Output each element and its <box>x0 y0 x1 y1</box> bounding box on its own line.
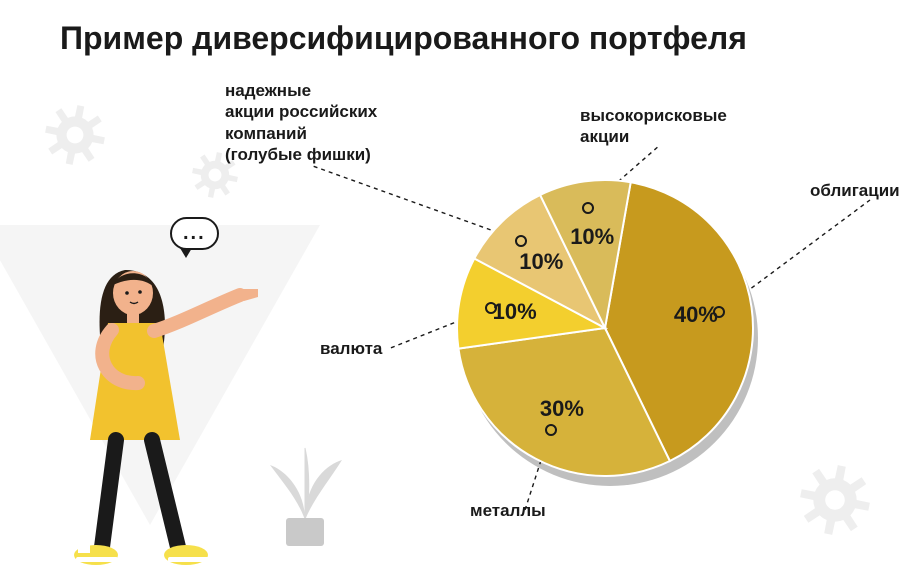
slice-pct-bonds: 40% <box>674 302 718 328</box>
slice-pct-bluechips: 10% <box>519 249 563 275</box>
slice-marker-bluechips <box>515 235 527 247</box>
slice-ext-label-bluechips: надежныеакции российскихкомпаний(голубые… <box>225 80 377 165</box>
slice-marker-highrisk <box>582 202 594 214</box>
slice-marker-currency <box>485 302 497 314</box>
slice-pct-highrisk: 10% <box>570 224 614 250</box>
person-illustration: ... <box>20 225 330 575</box>
slice-pct-metals: 30% <box>540 396 584 422</box>
slice-ext-label-bonds: облигации <box>810 180 900 201</box>
slice-marker-bonds <box>713 306 725 318</box>
slice-marker-metals <box>545 424 557 436</box>
slice-ext-label-highrisk: высокорисковыеакции <box>580 105 727 148</box>
slice-ext-label-metals: металлы <box>470 500 546 521</box>
slice-pct-currency: 10% <box>493 299 537 325</box>
person-figure <box>30 235 290 575</box>
